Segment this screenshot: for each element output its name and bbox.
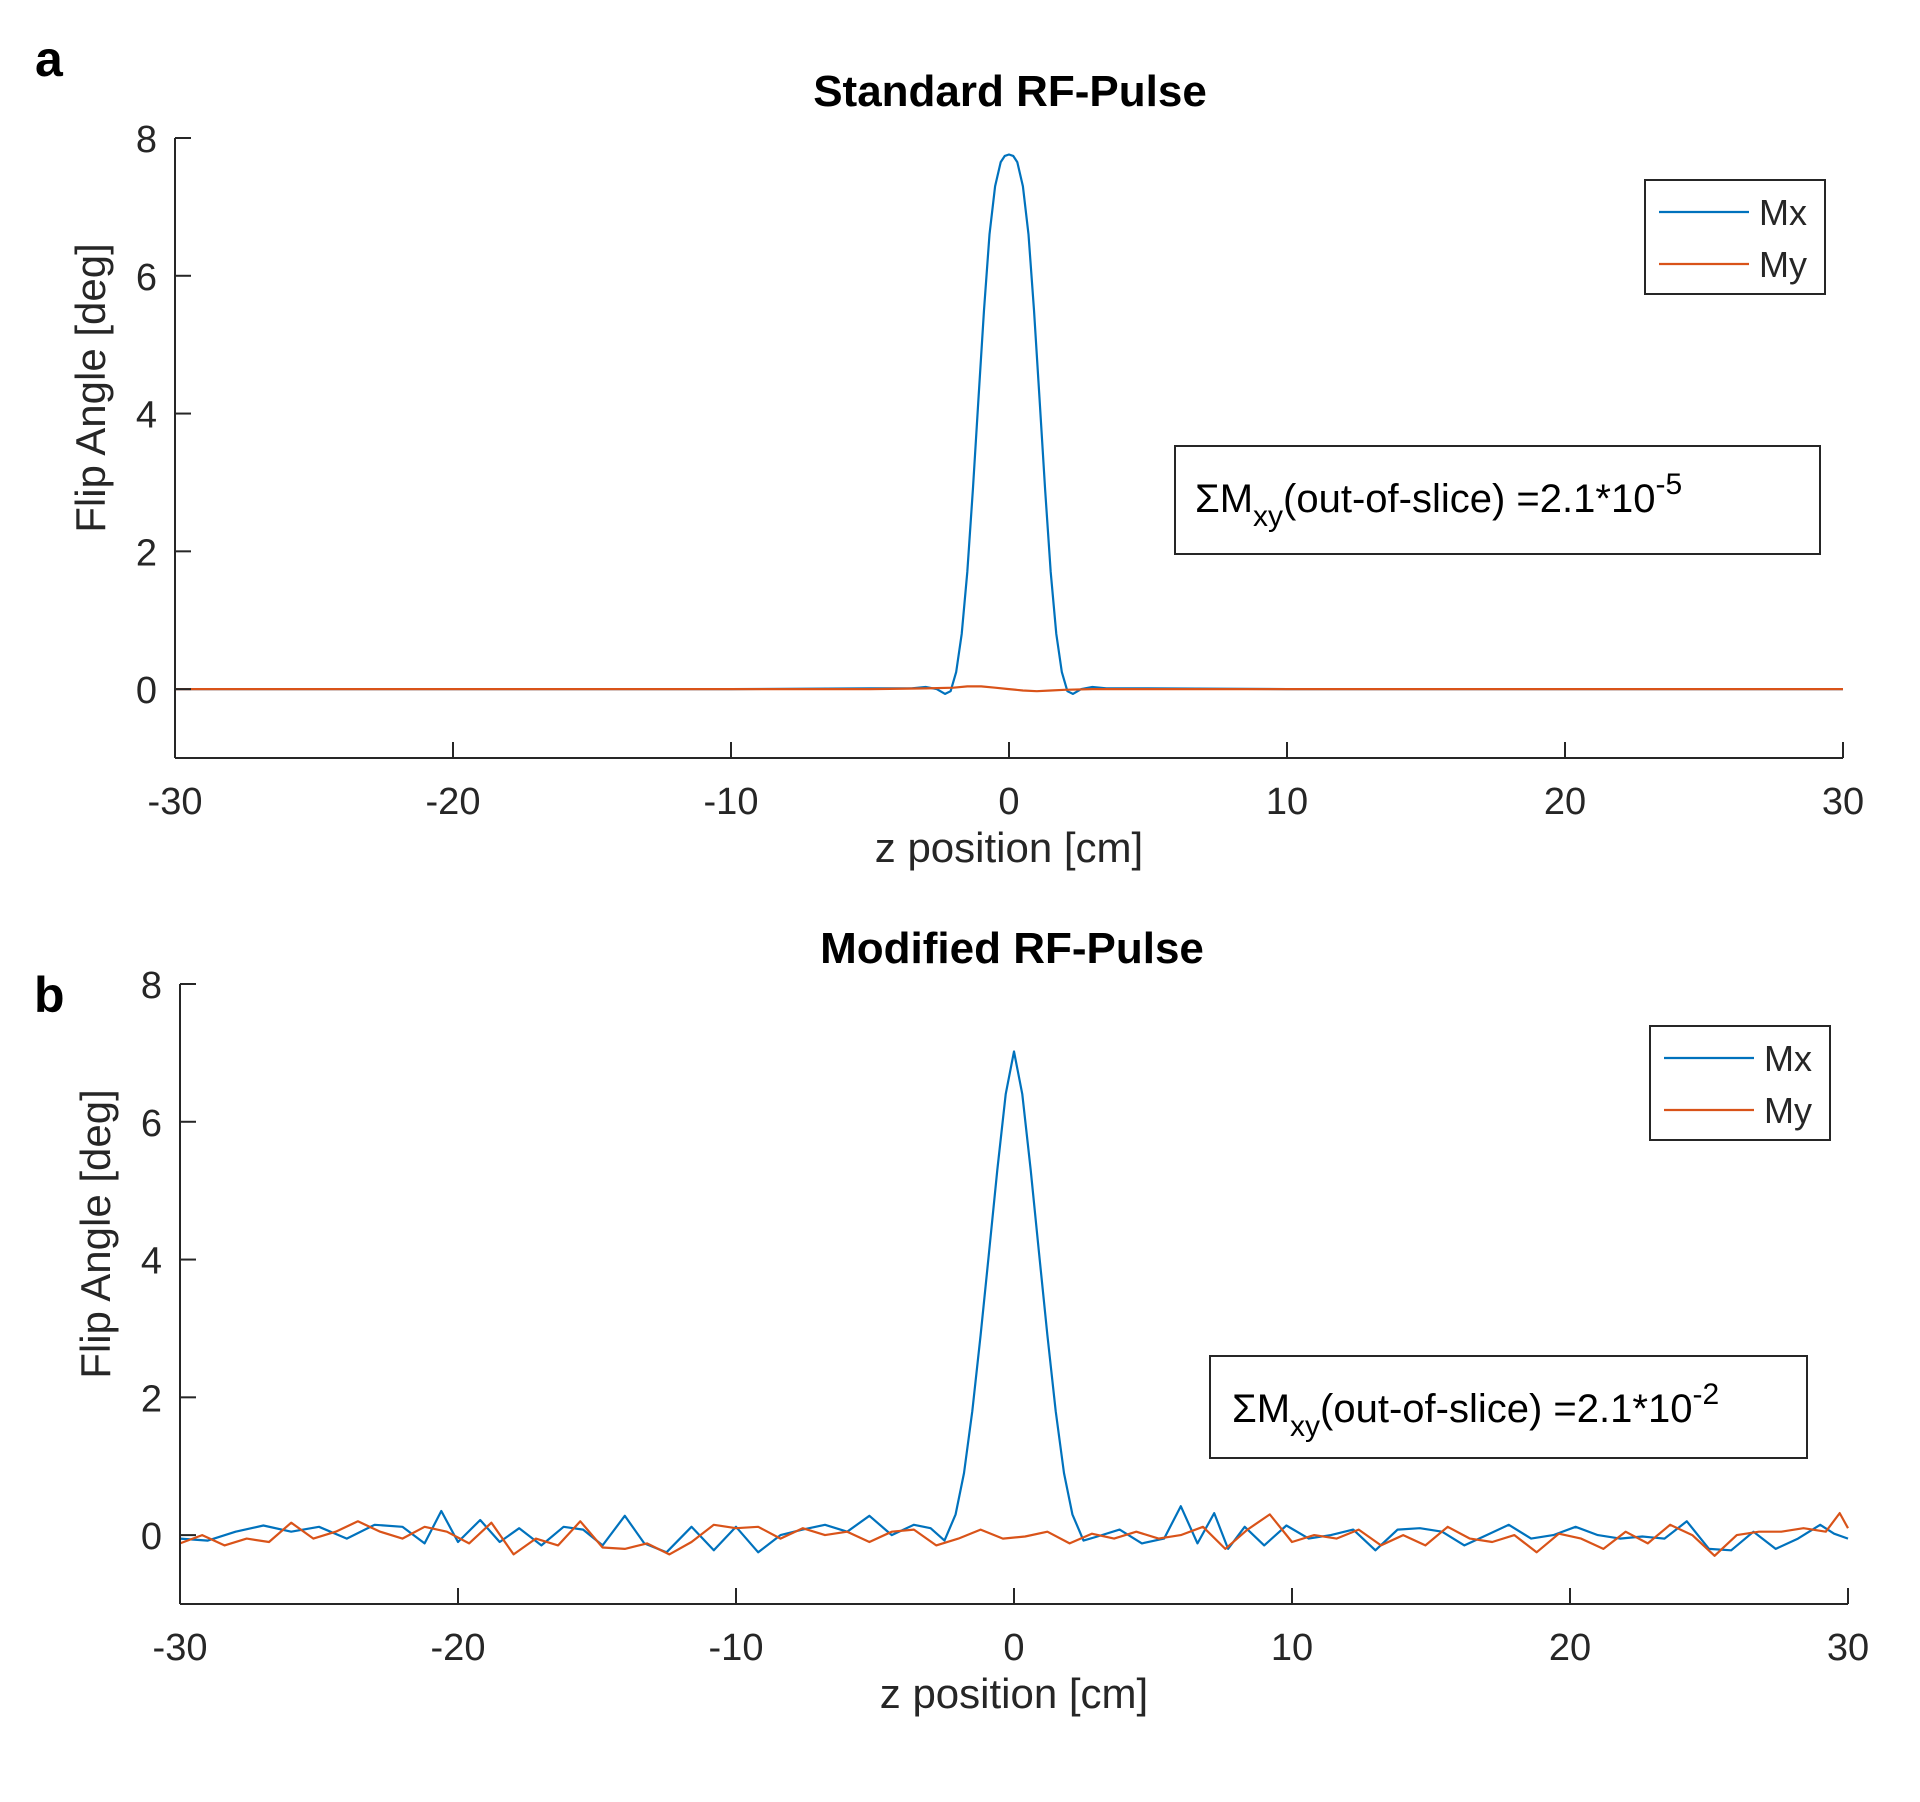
annotation-superscript: -2 xyxy=(1692,1378,1719,1411)
legend-label-mx: Mx xyxy=(1764,1038,1812,1079)
x-tick-label: 30 xyxy=(1827,1627,1869,1669)
annotation-text: ΣMxy(out-of-slice) =2.1*10-2 xyxy=(1232,1378,1719,1443)
chart-title: Modified RF-Pulse xyxy=(820,924,1204,973)
x-tick-label: -30 xyxy=(148,781,203,823)
annotation-text: ΣMxy(out-of-slice) =2.1*10-5 xyxy=(1195,468,1682,533)
series-line-mx xyxy=(175,153,1843,695)
y-tick-label: 0 xyxy=(141,1516,162,1558)
legend-box xyxy=(1649,1025,1831,1141)
legend-label-my: My xyxy=(1764,1090,1812,1131)
legend: Mx My xyxy=(1649,1025,1831,1141)
x-tick-label: -20 xyxy=(426,781,481,823)
y-tick-label: 8 xyxy=(136,119,157,161)
annotation-prefix: ΣM xyxy=(1195,477,1253,521)
series-line-my xyxy=(179,1512,1849,1557)
y-tick-label: 6 xyxy=(141,1103,162,1145)
annotation-subscript: xy xyxy=(1253,500,1283,533)
y-tick-label: 6 xyxy=(136,257,157,299)
series-line-mx xyxy=(179,1050,1849,1554)
y-axis-label: Flip Angle [deg] xyxy=(67,243,114,533)
annotation-prefix: ΣM xyxy=(1232,1387,1290,1431)
x-tick-label: -10 xyxy=(709,1627,764,1669)
x-axis-label: z position [cm] xyxy=(880,1670,1148,1717)
y-tick-label: 2 xyxy=(141,1378,162,1420)
x-tick-label: 10 xyxy=(1271,1627,1313,1669)
x-axis-label: z position [cm] xyxy=(875,824,1143,871)
y-axis-label: Flip Angle [deg] xyxy=(72,1089,119,1379)
x-tick-label: 10 xyxy=(1266,781,1308,823)
x-tick-label: 30 xyxy=(1822,781,1864,823)
plot-area: -30 -20 -10 0 10 20 30 0 2 4 6 8 z position [cm] Flip… xyxy=(72,965,1869,1717)
chart-title: Standard RF-Pulse xyxy=(813,67,1207,116)
y-tick-label: 2 xyxy=(136,532,157,574)
panel-letter: a xyxy=(35,31,64,87)
x-tick-label: 20 xyxy=(1544,781,1586,823)
y-tick-label: 8 xyxy=(141,965,162,1007)
annotation-superscript: -5 xyxy=(1655,468,1682,501)
annotation-box xyxy=(1174,445,1821,555)
legend: Mx My xyxy=(1644,179,1826,295)
x-tick-label: 0 xyxy=(1003,1627,1024,1669)
annotation-body: (out-of-slice) =2.1*10 xyxy=(1320,1387,1692,1431)
series-line-my xyxy=(175,685,1843,693)
legend-label-my: My xyxy=(1759,244,1807,285)
panel-b: -30 -20 -10 0 10 20 30 0 2 4 6 8 z position [cm] Flip… xyxy=(34,924,1869,1717)
annotation-box xyxy=(1209,1355,1808,1459)
y-tick-label: 0 xyxy=(136,670,157,712)
x-tick-label: 0 xyxy=(998,781,1019,823)
annotation-body: (out-of-slice) =2.1*10 xyxy=(1283,477,1655,521)
panel-letter: b xyxy=(34,967,65,1023)
x-tick-label: 20 xyxy=(1549,1627,1591,1669)
plot-area: -30 -20 -10 0 10 20 30 0 2 4 6 8 z position [cm] Flip… xyxy=(67,119,1864,871)
legend-label-mx: Mx xyxy=(1759,192,1807,233)
x-tick-label: -20 xyxy=(431,1627,486,1669)
annotation-subscript: xy xyxy=(1290,1410,1320,1443)
x-tick-label: -30 xyxy=(153,1627,208,1669)
y-tick-label: 4 xyxy=(136,395,157,437)
y-tick-label: 4 xyxy=(141,1241,162,1283)
panel-a: -30 -20 -10 0 10 20 30 0 2 4 6 8 z position [cm] Flip… xyxy=(35,31,1864,871)
x-tick-label: -10 xyxy=(704,781,759,823)
legend-box xyxy=(1644,179,1826,295)
